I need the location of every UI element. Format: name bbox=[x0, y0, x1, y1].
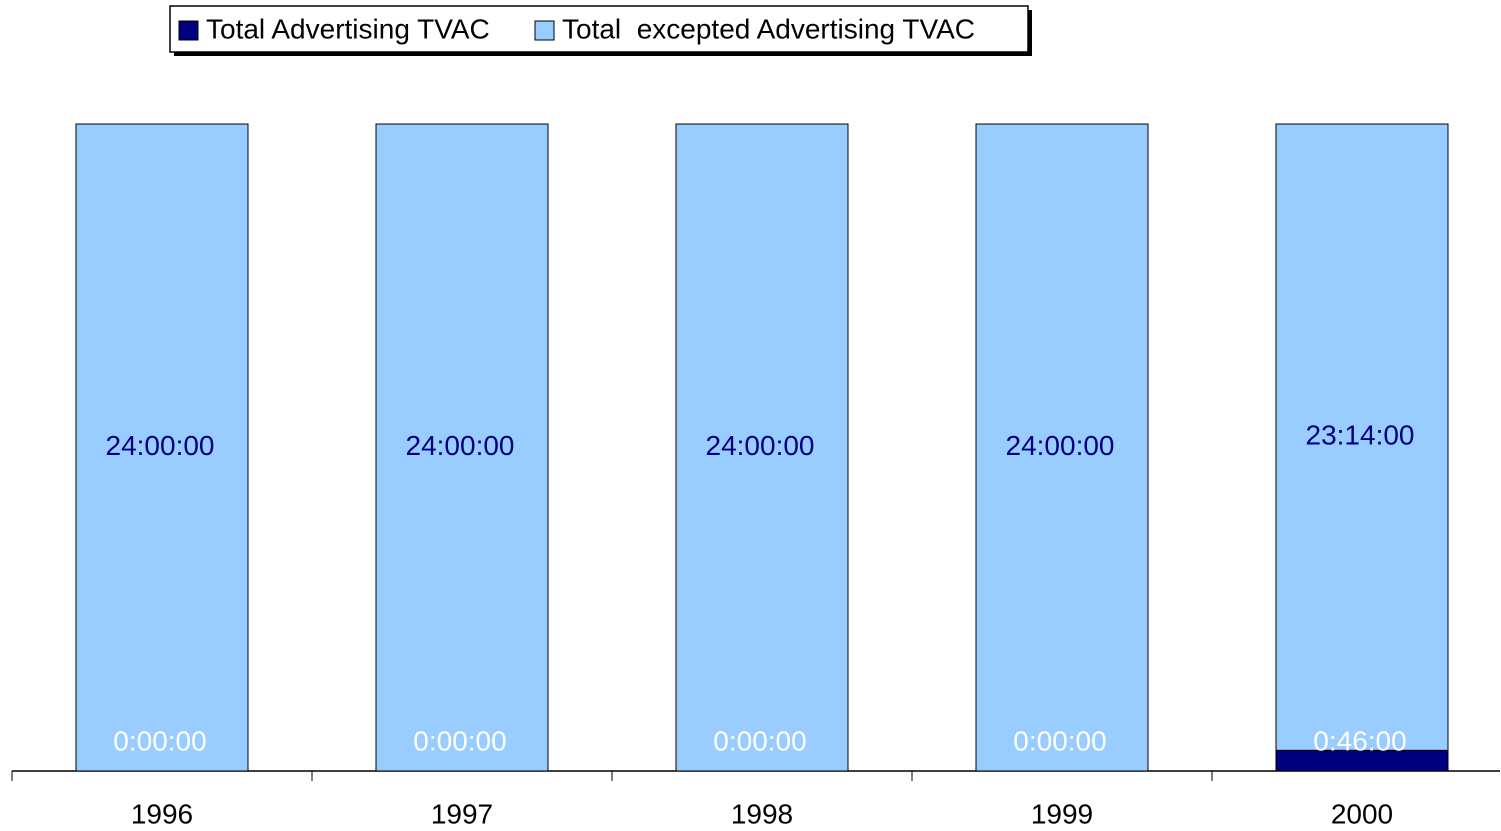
legend-box bbox=[169, 5, 1029, 53]
x-tick-label: 1998 bbox=[731, 798, 793, 829]
data-label: 0:00:00 bbox=[713, 725, 806, 756]
data-label: 0:00:00 bbox=[1013, 725, 1106, 756]
x-tick-label: 1997 bbox=[431, 798, 493, 829]
data-label: 0:46:00 bbox=[1313, 725, 1406, 756]
data-label: 24:00:00 bbox=[406, 430, 515, 461]
data-label: 24:00:00 bbox=[106, 430, 215, 461]
data-label: 23:14:00 bbox=[1306, 420, 1415, 451]
data-label: 0:00:00 bbox=[413, 725, 506, 756]
bar-segment bbox=[1275, 123, 1449, 751]
bar-segment bbox=[675, 123, 849, 772]
legend-label: Total Advertising TVAC bbox=[206, 13, 490, 44]
bar-segment bbox=[975, 123, 1149, 772]
bar-segment bbox=[75, 123, 249, 772]
data-label: 0:00:00 bbox=[113, 725, 206, 756]
x-tick-label: 2000 bbox=[1331, 798, 1393, 829]
legend-swatch bbox=[178, 20, 199, 41]
bar-segment bbox=[375, 123, 549, 772]
data-label: 24:00:00 bbox=[706, 430, 815, 461]
legend-label: Total excepted Advertising TVAC bbox=[562, 13, 975, 44]
x-tick-label: 1999 bbox=[1031, 798, 1093, 829]
legend-swatch bbox=[534, 20, 555, 41]
x-tick-label: 1996 bbox=[131, 798, 193, 829]
data-label: 24:00:00 bbox=[1006, 430, 1115, 461]
